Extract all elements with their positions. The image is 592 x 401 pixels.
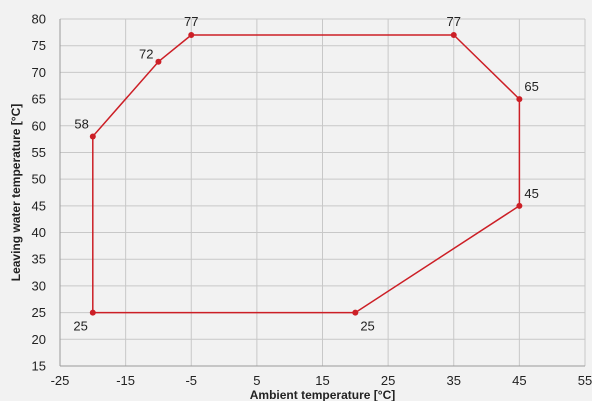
- x-axis-title: Ambient temperature [°C]: [250, 388, 395, 401]
- x-tick-label: 25: [381, 373, 395, 388]
- x-tick-label: 35: [447, 373, 461, 388]
- y-tick-label: 45: [32, 198, 46, 213]
- y-tick-label: 40: [32, 225, 46, 240]
- data-point: [516, 96, 523, 103]
- data-label: 65: [524, 79, 538, 94]
- y-tick-label: 25: [32, 305, 46, 320]
- data-point: [89, 133, 96, 140]
- y-tick-label: 60: [32, 118, 46, 133]
- x-tick-label: 5: [253, 373, 260, 388]
- y-tick-label: 15: [32, 359, 46, 374]
- data-labels: 58 72 77 77 65 45 25 25: [73, 14, 539, 334]
- data-point: [450, 32, 457, 39]
- x-tick-label: -15: [116, 373, 135, 388]
- data-label: 77: [447, 14, 461, 29]
- x-tick-label: 55: [578, 373, 592, 388]
- y-tick-label: 65: [32, 92, 46, 107]
- data-label: 45: [524, 186, 538, 201]
- y-tick-label: 70: [32, 65, 46, 80]
- data-point: [188, 32, 195, 39]
- x-tick-label: 15: [315, 373, 329, 388]
- data-label: 58: [74, 116, 88, 131]
- y-tick-labels: 15 20 25 30 35 40 45 50 55 60 65 70 75 80: [32, 12, 46, 374]
- data-label: 25: [73, 319, 87, 334]
- y-tick-label: 75: [32, 38, 46, 53]
- y-axis-title: Leaving water temperature [°C]: [9, 104, 23, 282]
- data-point: [516, 202, 523, 209]
- data-label: 72: [139, 47, 153, 62]
- data-point: [89, 309, 96, 316]
- x-tick-labels: -25 -15 -5 5 15 25 35 45 55: [51, 373, 592, 388]
- series-layer: [89, 32, 523, 316]
- data-label: 77: [184, 14, 198, 29]
- data-point: [155, 58, 162, 65]
- x-tick-label: 45: [512, 373, 526, 388]
- data-point: [352, 309, 359, 316]
- axes: [59, 19, 585, 367]
- y-tick-label: 80: [32, 12, 46, 27]
- y-tick-label: 35: [32, 252, 46, 267]
- y-tick-label: 20: [32, 332, 46, 347]
- y-tick-label: 55: [32, 145, 46, 160]
- x-tick-label: -5: [185, 373, 197, 388]
- y-tick-label: 30: [32, 278, 46, 293]
- x-tick-label: -25: [51, 373, 70, 388]
- y-tick-label: 50: [32, 172, 46, 187]
- data-label: 25: [360, 319, 374, 334]
